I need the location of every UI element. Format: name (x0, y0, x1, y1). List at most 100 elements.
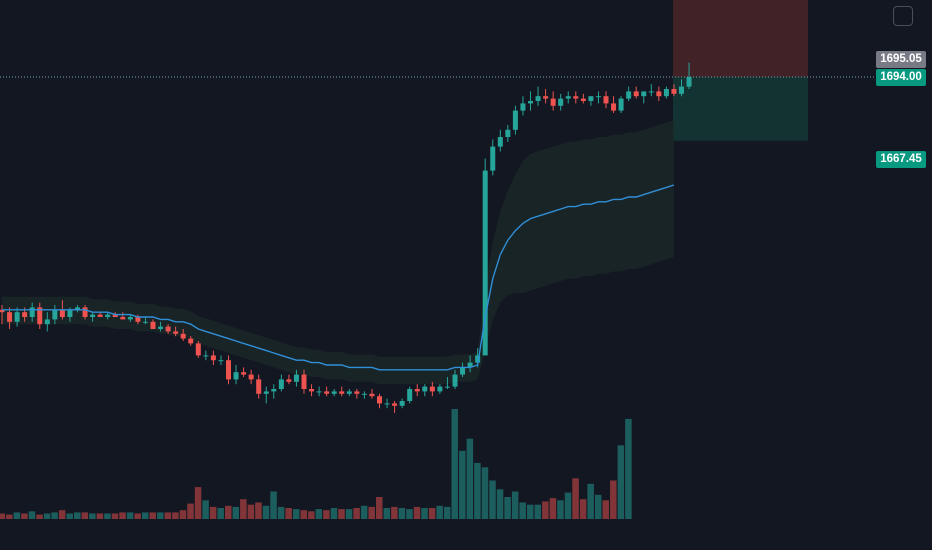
candle-body (203, 355, 209, 357)
volume-bars (0, 409, 632, 519)
volume-bar (164, 512, 172, 519)
volume-bar (428, 508, 436, 519)
volume-bar (451, 409, 458, 519)
volume-bar (564, 492, 572, 519)
volume-bar (51, 512, 58, 519)
candle-body (105, 314, 111, 317)
volume-bar (398, 508, 406, 519)
volume-bar (527, 504, 534, 519)
volume-bar (255, 502, 262, 519)
candle-body (241, 372, 247, 375)
candle-body (407, 389, 413, 401)
volume-bar (194, 487, 202, 519)
candle-body (301, 374, 307, 389)
volume-bar (617, 445, 625, 519)
candle-body (633, 91, 639, 97)
volume-bar (149, 512, 156, 519)
volume-bar (376, 497, 383, 519)
candle-body (618, 98, 624, 111)
volume-bar (511, 491, 519, 519)
volume-bar (489, 480, 496, 519)
volume-bar (292, 509, 300, 519)
volume-bar (134, 513, 141, 519)
candle-body (195, 343, 201, 356)
volume-bar (345, 509, 353, 519)
candle-body (648, 91, 654, 93)
volume-bar (28, 511, 36, 519)
candle-body (44, 319, 50, 325)
volume-bar (413, 506, 421, 519)
candle-body (377, 396, 382, 404)
candle-body (29, 307, 35, 317)
candle-body (573, 96, 579, 99)
volume-bar (270, 491, 277, 519)
volume-bar (436, 505, 443, 519)
take-profit-zone (673, 77, 808, 141)
volume-bar (459, 450, 466, 519)
candle-body (286, 379, 292, 382)
volume-bar (443, 506, 451, 519)
candle-body (603, 96, 609, 104)
volume-bar (315, 509, 323, 519)
candle-body (90, 314, 96, 317)
volume-bar (141, 512, 149, 519)
volume-bar (587, 483, 594, 519)
volume-bar (353, 508, 360, 519)
candle-body (331, 391, 337, 394)
candle-body (429, 386, 435, 392)
candle-body (218, 360, 224, 362)
candle-body (392, 403, 398, 406)
candle-body (233, 372, 239, 380)
volume-bar (240, 499, 247, 519)
volume-bar (13, 512, 21, 519)
candle-body (497, 137, 503, 147)
volume-bar (96, 513, 104, 519)
candle-body (543, 96, 549, 99)
candle-body (679, 86, 684, 94)
candle-body (67, 309, 73, 317)
candle-body (135, 317, 141, 322)
volume-bar (187, 503, 194, 519)
volume-bar (579, 499, 587, 519)
candle-body (384, 403, 390, 405)
volume-bar (308, 511, 315, 519)
price-label-high: 1695.05 (876, 51, 926, 68)
volume-bar (209, 506, 217, 519)
volume-bar (232, 506, 240, 519)
candle-body (354, 391, 360, 394)
volume-bar (81, 512, 89, 519)
candle-body (158, 326, 164, 329)
candle-body (520, 103, 526, 111)
candle-body (278, 379, 284, 389)
volume-bar (481, 467, 489, 519)
candle-body (173, 331, 179, 334)
volume-bar (111, 513, 119, 519)
candle-body (611, 103, 617, 111)
candle-body (444, 386, 450, 388)
volume-bar (285, 508, 292, 519)
candle-body (112, 314, 118, 317)
volume-bar (157, 512, 164, 519)
volume-bar (126, 512, 134, 519)
candle-body (558, 98, 564, 106)
volume-bar (534, 504, 542, 519)
candles (0, 62, 692, 413)
candle-body (150, 321, 156, 329)
square-settings-icon[interactable] (893, 6, 913, 26)
volume-bar (504, 497, 511, 519)
volume-bar (277, 506, 285, 519)
candle-body (37, 307, 43, 325)
candle-body (226, 360, 231, 380)
candle-body (422, 386, 428, 392)
volume-bar (602, 500, 609, 519)
candle-body (399, 401, 405, 406)
price-label-last: 1694.00 (876, 69, 926, 86)
volume-bar (474, 462, 481, 519)
candle-body (686, 77, 692, 87)
candle-body (656, 91, 662, 97)
candle-body (120, 317, 126, 320)
candle-body (490, 146, 496, 171)
volume-bar (391, 506, 398, 519)
candle-body (535, 96, 541, 101)
